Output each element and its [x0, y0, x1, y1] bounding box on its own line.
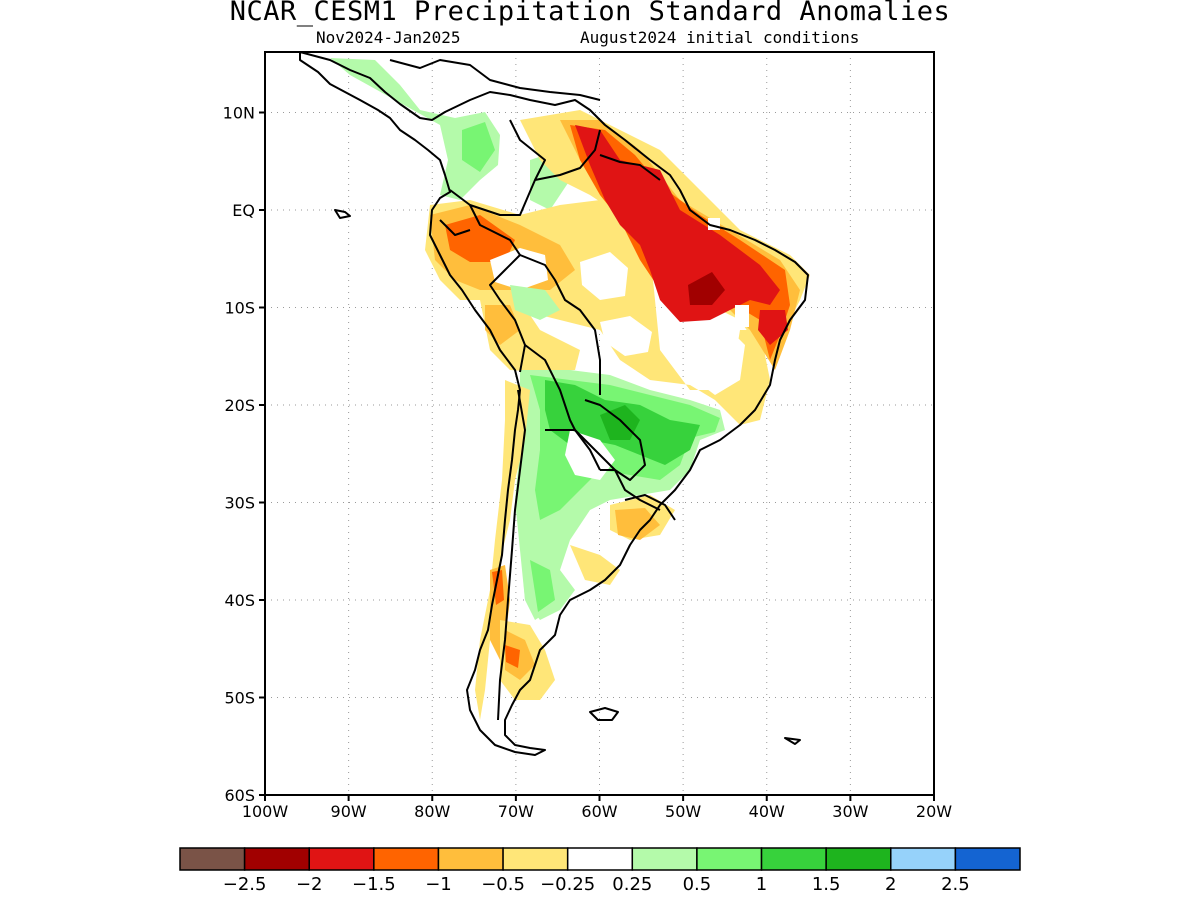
bolivia-border [524, 344, 601, 471]
colorbar-swatch [890, 847, 957, 871]
colorbar-swatch [179, 847, 246, 871]
neutral-amazon-center [580, 252, 628, 300]
lon-tick-label: 80W [414, 802, 450, 821]
brazil-west-border [519, 254, 601, 395]
moderate-positive-patagonia [530, 560, 555, 612]
colorbar-swatch [631, 847, 698, 871]
neutral-central-brazil [600, 316, 652, 356]
forecast-period: Nov2024-Jan2025 [316, 28, 461, 47]
longitude-axis: 100W 90W 80W 70W 60W 50W 40W 30W 20W [242, 795, 952, 821]
latitude-axis: 10N EQ 10S 20S 30S 40S 50S 60S [223, 104, 265, 805]
lat-tick-label: 20S [224, 396, 255, 415]
colorbar-label: −0.25 [540, 874, 595, 895]
gap-cell [735, 305, 749, 327]
colorbar-label: 0.25 [612, 874, 652, 895]
colorbar-swatch [308, 847, 375, 871]
neutral-east-brazil [688, 325, 745, 395]
lon-tick-label: 50W [665, 802, 701, 821]
lon-tick-label: 100W [242, 802, 289, 821]
guianas-border [599, 154, 661, 181]
colorbar-label: 1.5 [812, 874, 841, 895]
colorbar-swatch [696, 847, 763, 871]
colorbar-swatch [243, 847, 310, 871]
colorbar-label: 2.5 [941, 874, 970, 895]
lat-tick-label: 10N [223, 104, 255, 123]
colombia-border [449, 119, 546, 216]
colorbar-swatch [502, 847, 569, 871]
colorbar-label: −2.5 [223, 874, 267, 895]
map-panel: 10N EQ 10S 20S 30S 40S 50S 60S 100W 90W 80W 70W 60W… [223, 51, 952, 821]
strong-negative-chile-south [492, 570, 504, 605]
uruguay-border [624, 494, 676, 521]
lon-tick-label: 70W [498, 802, 534, 821]
lon-tick-label: 60W [581, 802, 617, 821]
galapagos [334, 209, 351, 219]
south-georgia [784, 737, 801, 745]
coastlines [299, 52, 809, 756]
map-title: NCAR_CESM1 Precipitation Standard Anomal… [229, 0, 951, 27]
venezuela-border [534, 129, 601, 181]
lon-tick-label: 90W [331, 802, 367, 821]
moderate-negative-patagonia-south [505, 630, 535, 680]
severe-negative-brazil-north [575, 125, 780, 322]
colorbar-label: 0.5 [683, 874, 712, 895]
colorbar-swatch [825, 847, 892, 871]
moderate-positive-colombia [462, 122, 495, 172]
colorbar-swatch [373, 847, 440, 871]
strong-negative-peru [445, 215, 515, 262]
neutral-chaco [565, 430, 615, 480]
argentina-north-border [545, 429, 661, 511]
negative-anomaly-central-argentina [570, 545, 620, 585]
chile-argentina-border [497, 389, 526, 721]
caribbean-coast [389, 59, 601, 101]
lat-tick-label: 40S [224, 591, 255, 610]
lat-tick-label: 30S [224, 494, 255, 513]
neutral-west-amazon [490, 248, 548, 290]
peru-border [469, 204, 526, 373]
lat-tick-label: 60S [224, 786, 255, 805]
colorbar-swatch [566, 847, 634, 871]
falklands [589, 707, 619, 721]
lat-tick-label: 10S [224, 299, 255, 318]
paraguay-border [584, 399, 646, 481]
positive-anomaly-peru-coast [510, 285, 560, 320]
colorbar-swatch [437, 847, 504, 871]
colorbar-label: −1.5 [352, 874, 396, 895]
initial-conditions: August2024 initial conditions [580, 28, 860, 47]
severe-negative-brazil-ne [758, 310, 788, 345]
ecuador-border [439, 219, 471, 236]
lon-tick-label: 30W [832, 802, 868, 821]
lat-tick-label: 50S [224, 689, 255, 708]
colorbar-label: −1 [425, 874, 452, 895]
colorbar-label: −2 [296, 874, 323, 895]
positive-anomaly-colombia [330, 58, 500, 200]
colorbar: −2.5 −2 −1.5 −1 −0.5 −0.25 0.25 0.5 1 1.5 2 2.5 [179, 847, 1021, 895]
lon-tick-label: 20W [916, 802, 952, 821]
lat-tick-label: EQ [232, 201, 255, 220]
extreme-negative-core [688, 272, 725, 305]
colorbar-label: 2 [885, 874, 896, 895]
colorbar-swatch [760, 847, 827, 871]
colorbar-swatch [954, 847, 1021, 871]
strong-negative-patagonia-south [505, 645, 520, 668]
lon-tick-label: 40W [749, 802, 785, 821]
colorbar-label: −0.5 [481, 874, 525, 895]
moderate-negative-uruguay [615, 508, 660, 540]
south-america-coastline [299, 52, 809, 756]
colorbar-label: 1 [756, 874, 767, 895]
